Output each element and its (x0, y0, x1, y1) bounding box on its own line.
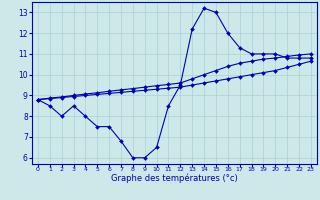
X-axis label: Graphe des températures (°c): Graphe des températures (°c) (111, 174, 238, 183)
